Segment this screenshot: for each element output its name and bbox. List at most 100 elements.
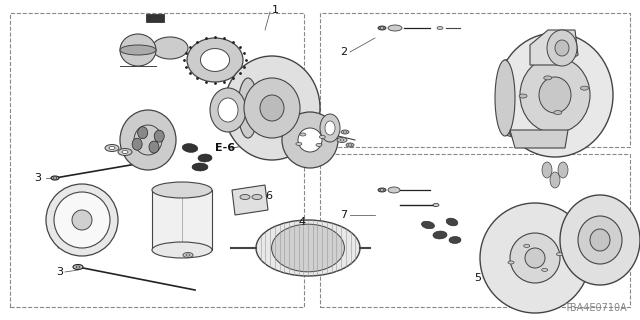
Bar	[152, 190, 212, 250]
Ellipse shape	[325, 121, 335, 135]
Circle shape	[380, 189, 384, 191]
Ellipse shape	[449, 236, 461, 244]
Ellipse shape	[152, 242, 212, 258]
Text: TBA4E0710A: TBA4E0710A	[564, 303, 627, 313]
Ellipse shape	[120, 45, 156, 55]
Ellipse shape	[256, 220, 360, 276]
Ellipse shape	[555, 40, 569, 56]
Circle shape	[337, 138, 347, 142]
Ellipse shape	[388, 187, 400, 193]
Circle shape	[348, 144, 352, 146]
Circle shape	[519, 94, 527, 98]
Ellipse shape	[550, 172, 560, 188]
Ellipse shape	[539, 77, 571, 113]
Circle shape	[524, 244, 530, 247]
Ellipse shape	[132, 138, 142, 150]
Circle shape	[319, 135, 325, 139]
Text: 7: 7	[340, 210, 347, 220]
Circle shape	[316, 143, 322, 147]
Ellipse shape	[192, 163, 208, 171]
Ellipse shape	[298, 128, 322, 152]
Ellipse shape	[218, 98, 238, 122]
Circle shape	[296, 142, 302, 145]
Ellipse shape	[244, 78, 300, 138]
Circle shape	[556, 253, 563, 256]
Text: 3: 3	[35, 173, 42, 183]
Circle shape	[433, 204, 439, 206]
Ellipse shape	[542, 162, 552, 178]
Circle shape	[378, 188, 386, 192]
Ellipse shape	[510, 233, 560, 283]
Ellipse shape	[320, 114, 340, 142]
Ellipse shape	[138, 127, 148, 139]
Ellipse shape	[224, 56, 320, 160]
Text: 1: 1	[271, 5, 278, 15]
Circle shape	[380, 27, 384, 29]
Bar	[146, 14, 164, 22]
Circle shape	[554, 110, 562, 115]
Ellipse shape	[182, 144, 198, 152]
Ellipse shape	[558, 162, 568, 178]
Circle shape	[340, 139, 344, 141]
Ellipse shape	[433, 231, 447, 239]
Circle shape	[118, 148, 132, 156]
Ellipse shape	[446, 218, 458, 226]
Text: 4: 4	[298, 217, 305, 227]
Circle shape	[378, 26, 386, 30]
Ellipse shape	[46, 184, 118, 256]
Ellipse shape	[187, 38, 243, 82]
Ellipse shape	[388, 25, 402, 31]
Bar	[10, 13, 304, 307]
Ellipse shape	[480, 203, 590, 313]
Circle shape	[51, 176, 59, 180]
Circle shape	[252, 195, 262, 199]
Circle shape	[53, 177, 57, 179]
Polygon shape	[248, 78, 305, 138]
Ellipse shape	[547, 30, 577, 66]
Text: E-6: E-6	[215, 143, 235, 153]
Circle shape	[122, 150, 128, 154]
Ellipse shape	[152, 37, 188, 59]
Circle shape	[300, 133, 306, 136]
Ellipse shape	[198, 154, 212, 162]
Text: 2: 2	[340, 47, 347, 57]
Ellipse shape	[238, 78, 258, 138]
Polygon shape	[505, 55, 545, 145]
Ellipse shape	[495, 60, 515, 136]
Ellipse shape	[54, 192, 110, 248]
Ellipse shape	[152, 182, 212, 198]
Circle shape	[508, 261, 514, 264]
Circle shape	[437, 27, 443, 29]
Circle shape	[341, 130, 349, 134]
Circle shape	[109, 147, 115, 149]
Circle shape	[580, 86, 588, 90]
Circle shape	[541, 268, 548, 271]
Bar	[320, 154, 630, 307]
Circle shape	[343, 131, 347, 133]
Text: 5: 5	[474, 273, 481, 283]
Ellipse shape	[134, 125, 162, 155]
Ellipse shape	[260, 95, 284, 121]
Text: 3: 3	[56, 267, 63, 277]
Ellipse shape	[149, 141, 159, 153]
Circle shape	[105, 145, 119, 151]
Ellipse shape	[497, 33, 613, 157]
Polygon shape	[510, 130, 568, 148]
Ellipse shape	[120, 34, 156, 66]
Ellipse shape	[282, 112, 338, 168]
Ellipse shape	[271, 224, 344, 272]
Bar	[320, 13, 630, 147]
Circle shape	[73, 265, 83, 269]
Ellipse shape	[520, 57, 590, 133]
Ellipse shape	[154, 130, 164, 142]
Ellipse shape	[578, 216, 622, 264]
Ellipse shape	[120, 110, 176, 170]
Ellipse shape	[590, 229, 610, 251]
Circle shape	[76, 266, 80, 268]
Polygon shape	[530, 30, 578, 65]
Circle shape	[183, 252, 193, 258]
Ellipse shape	[525, 248, 545, 268]
Circle shape	[544, 76, 552, 80]
Text: 6: 6	[265, 191, 272, 201]
Ellipse shape	[210, 88, 246, 132]
